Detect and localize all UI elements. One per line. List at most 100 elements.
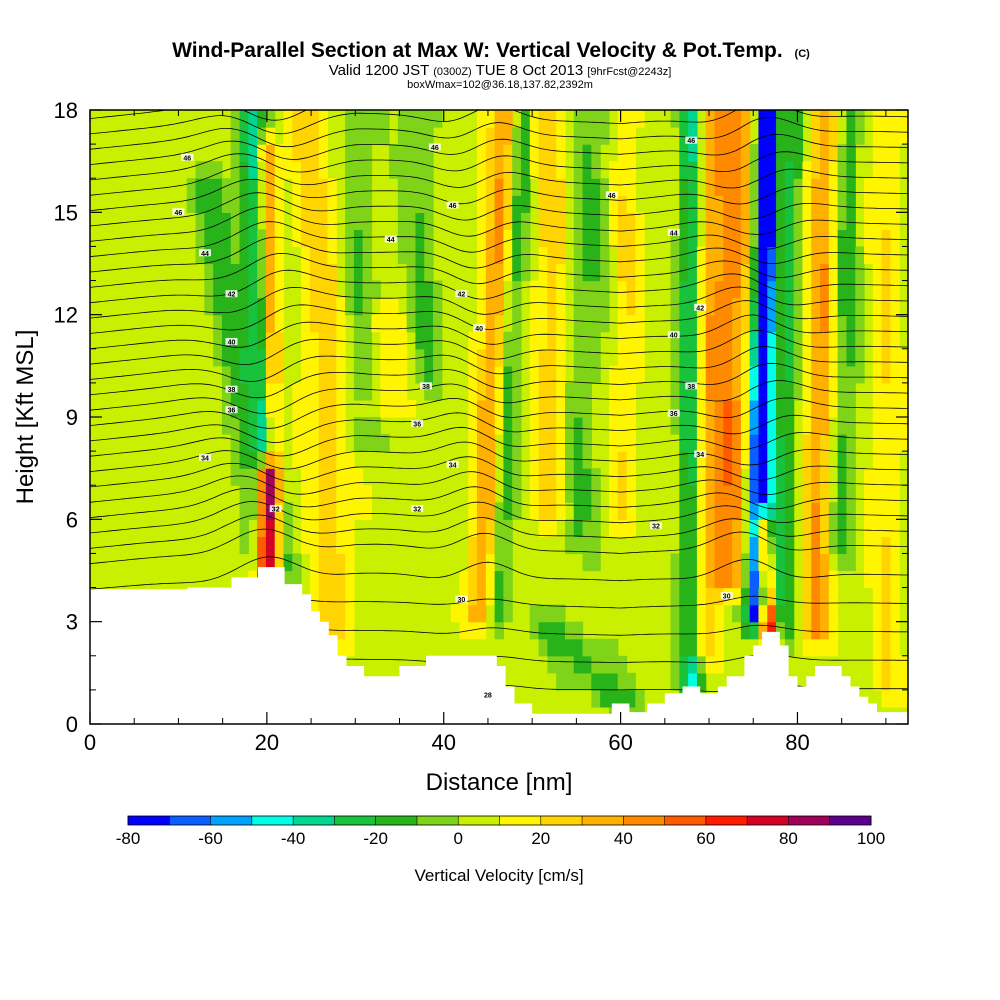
- velocity-cell: [811, 348, 821, 367]
- velocity-cell: [265, 178, 276, 196]
- velocity-cell: [784, 519, 795, 537]
- velocity-cell: [820, 127, 830, 145]
- velocity-cell: [846, 485, 856, 503]
- velocity-cell: [406, 144, 417, 162]
- velocity-cell: [538, 434, 548, 452]
- velocity-cell: [679, 434, 689, 452]
- velocity-cell: [424, 314, 434, 333]
- velocity-cell: [811, 587, 821, 606]
- theta-contour-label: 46: [685, 136, 698, 145]
- velocity-cell: [864, 468, 874, 486]
- velocity-cell: [556, 263, 566, 282]
- velocity-cell: [820, 280, 830, 299]
- velocity-cell: [494, 417, 504, 435]
- velocity-cell: [617, 689, 628, 708]
- velocity-cell: [230, 127, 241, 145]
- velocity-cell: [380, 399, 390, 418]
- velocity-cell: [529, 621, 540, 640]
- velocity-cell: [582, 382, 592, 401]
- velocity-cell: [758, 161, 768, 179]
- velocity-cell: [749, 468, 760, 486]
- velocity-cell: [890, 110, 900, 128]
- velocity-cell: [336, 348, 346, 367]
- velocity-cell: [433, 348, 443, 367]
- velocity-cell: [846, 263, 856, 282]
- velocity-cell: [688, 144, 698, 162]
- velocity-cell: [573, 621, 584, 640]
- velocity-cell: [309, 348, 320, 367]
- colorbar-swatch: [334, 816, 376, 825]
- velocity-cell: [802, 212, 812, 230]
- velocity-cell: [705, 110, 716, 128]
- velocity-cell: [371, 417, 381, 435]
- velocity-cell: [626, 331, 636, 350]
- velocity-cell: [600, 178, 610, 196]
- velocity-cell: [626, 144, 636, 162]
- velocity-cell: [362, 331, 373, 350]
- velocity-cell: [468, 570, 478, 589]
- velocity-cell: [864, 553, 874, 572]
- velocity-cell: [547, 178, 557, 196]
- velocity-cell: [459, 604, 469, 623]
- velocity-cell: [573, 434, 584, 452]
- velocity-cell: [600, 229, 610, 248]
- velocity-cell: [890, 451, 900, 469]
- velocity-cell: [239, 451, 249, 469]
- velocity-cell: [846, 161, 856, 179]
- velocity-cell: [327, 570, 337, 589]
- theta-contour-label: 34: [694, 450, 707, 459]
- velocity-cell: [573, 365, 584, 384]
- velocity-cell: [556, 314, 566, 333]
- velocity-cell: [424, 348, 434, 367]
- velocity-cell: [468, 587, 478, 606]
- velocity-cell: [477, 399, 487, 418]
- velocity-cell: [529, 348, 540, 367]
- velocity-cell: [890, 434, 900, 452]
- velocity-cell: [485, 263, 496, 282]
- velocity-cell: [811, 451, 821, 469]
- velocity-cell: [424, 127, 434, 145]
- velocity-cell: [345, 570, 355, 589]
- velocity-cell: [485, 502, 496, 520]
- velocity-cell: [767, 570, 777, 589]
- velocity-cell: [723, 553, 733, 572]
- velocity-cell: [345, 519, 355, 537]
- velocity-cell: [837, 331, 848, 350]
- velocity-cell: [301, 314, 311, 333]
- theta-contour-line: [90, 486, 908, 518]
- velocity-cell: [776, 502, 786, 520]
- velocity-cell: [292, 553, 302, 572]
- velocity-cell: [213, 246, 223, 265]
- velocity-cell: [547, 468, 557, 486]
- velocity-cell: [336, 434, 346, 452]
- velocity-cell: [776, 348, 786, 367]
- velocity-cell: [890, 399, 900, 418]
- velocity-cell: [758, 280, 768, 299]
- velocity-cell: [221, 280, 232, 299]
- velocity-cell: [547, 502, 557, 520]
- velocity-cell: [503, 553, 513, 572]
- velocity-cell: [837, 502, 848, 520]
- theta-contour-line: [90, 412, 908, 443]
- velocity-cell: [758, 502, 768, 520]
- velocity-cell: [828, 229, 839, 248]
- velocity-cell: [696, 417, 707, 435]
- velocity-cell: [872, 178, 883, 196]
- velocity-cell: [274, 331, 285, 350]
- velocity-cell: [336, 314, 346, 333]
- velocity-cell: [591, 348, 601, 367]
- velocity-cell: [864, 246, 874, 265]
- velocity-cell: [564, 519, 575, 537]
- velocity-cell: [415, 127, 425, 145]
- velocity-cell: [890, 161, 900, 179]
- velocity-cell: [591, 127, 601, 145]
- theta-contour-label: 38: [685, 382, 698, 391]
- velocity-cell: [477, 417, 487, 435]
- velocity-cell: [714, 382, 724, 401]
- velocity-cell: [353, 502, 364, 520]
- velocity-cell: [503, 587, 513, 606]
- colorbar-swatch: [416, 816, 459, 825]
- velocity-cell: [547, 297, 557, 316]
- velocity-cell: [890, 621, 900, 640]
- velocity-cell: [705, 178, 716, 196]
